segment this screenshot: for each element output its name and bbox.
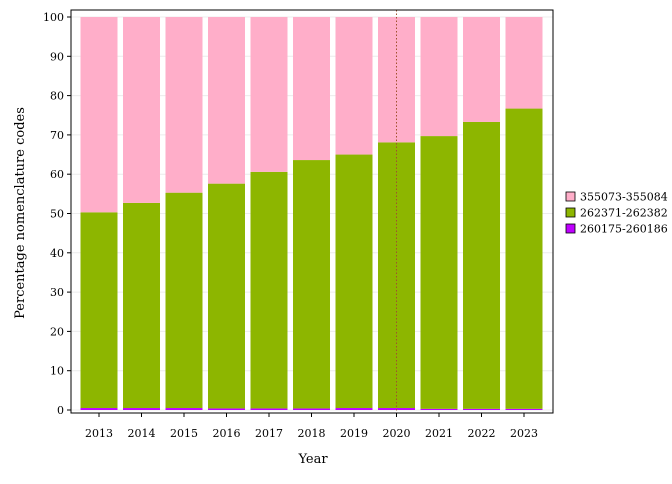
- y-tick-label: 60: [50, 168, 64, 181]
- legend-label: 262371-262382: [580, 207, 668, 220]
- bar-260175-260186-2015: [165, 408, 203, 410]
- bar-262371-262382-2022: [463, 121, 500, 409]
- x-tick-label: 2018: [298, 427, 326, 440]
- bar-262371-262382-2015: [165, 192, 203, 409]
- x-tick-label: 2013: [85, 427, 113, 440]
- legend-swatch: [565, 223, 576, 234]
- x-tick-label: 2023: [510, 427, 538, 440]
- legend: 355073-355084 262371-262382 260175-260186: [565, 191, 668, 236]
- bar-262371-262382-2018: [293, 160, 330, 409]
- bar-262371-262382-2023: [505, 108, 543, 409]
- bar-260175-260186-2023: [505, 408, 543, 410]
- y-tick-label: 70: [50, 129, 64, 142]
- x-tick-label: 2014: [128, 427, 156, 440]
- y-tick-label: 80: [50, 90, 64, 103]
- x-tick-label: 2017: [255, 427, 283, 440]
- x-tick-label: 2020: [383, 427, 411, 440]
- bar-260175-260186-2016: [208, 408, 245, 410]
- bar-260175-260186-2018: [293, 408, 330, 410]
- bar-355073-355084-2021: [420, 17, 458, 137]
- bar-260175-260186-2013: [80, 408, 118, 410]
- y-tick-label: 100: [43, 11, 64, 24]
- x-axis-title: Year: [297, 452, 328, 467]
- bar-355073-355084-2022: [463, 17, 500, 122]
- y-tick-label: 30: [50, 286, 64, 299]
- bar-355073-355084-2020: [378, 17, 415, 143]
- bar-355073-355084-2016: [208, 17, 245, 184]
- bar-260175-260186-2019: [335, 408, 373, 410]
- legend-swatch: [565, 207, 576, 218]
- bar-355073-355084-2018: [293, 17, 330, 161]
- bar-260175-260186-2017: [250, 408, 288, 410]
- y-tick-label: 10: [50, 365, 64, 378]
- x-tick-label: 2022: [468, 427, 496, 440]
- bar-355073-355084-2015: [165, 17, 203, 193]
- bar-355073-355084-2014: [123, 17, 160, 203]
- bar-262371-262382-2019: [335, 154, 373, 409]
- y-tick-label: 20: [50, 325, 64, 338]
- y-axis: 0 10 20 30 40 50 60 70 80 90 100: [43, 11, 71, 417]
- legend-label: 260175-260186: [580, 223, 668, 236]
- legend-swatch: [565, 191, 576, 202]
- bar-262371-262382-2016: [208, 183, 245, 409]
- y-axis-title: Percentage nomenclature codes: [13, 107, 28, 319]
- bar-262371-262382-2014: [123, 202, 160, 409]
- bar-262371-262382-2013: [80, 212, 118, 409]
- y-tick-label: 0: [57, 404, 64, 417]
- bar-262371-262382-2021: [420, 136, 458, 409]
- y-tick-label: 40: [50, 247, 64, 260]
- bar-355073-355084-2023: [505, 17, 543, 109]
- bar-355073-355084-2017: [250, 17, 288, 172]
- bar-355073-355084-2019: [335, 17, 373, 155]
- bar-260175-260186-2022: [463, 408, 500, 410]
- y-tick-label: 50: [50, 208, 64, 221]
- bar-260175-260186-2014: [123, 408, 160, 410]
- x-tick-label: 2021: [425, 427, 453, 440]
- x-axis: 2013 2014 2015 2016 2017 2018 2019 2020 2021 2022…: [85, 413, 538, 440]
- x-tick-label: 2019: [340, 427, 368, 440]
- x-tick-label: 2015: [170, 427, 198, 440]
- bar-355073-355084-2013: [80, 17, 118, 213]
- x-tick-label: 2016: [213, 427, 241, 440]
- legend-label: 355073-355084: [580, 191, 668, 204]
- y-tick-label: 90: [50, 50, 64, 63]
- bars: [80, 17, 543, 410]
- bar-260175-260186-2021: [420, 408, 458, 410]
- bar-262371-262382-2017: [250, 171, 288, 409]
